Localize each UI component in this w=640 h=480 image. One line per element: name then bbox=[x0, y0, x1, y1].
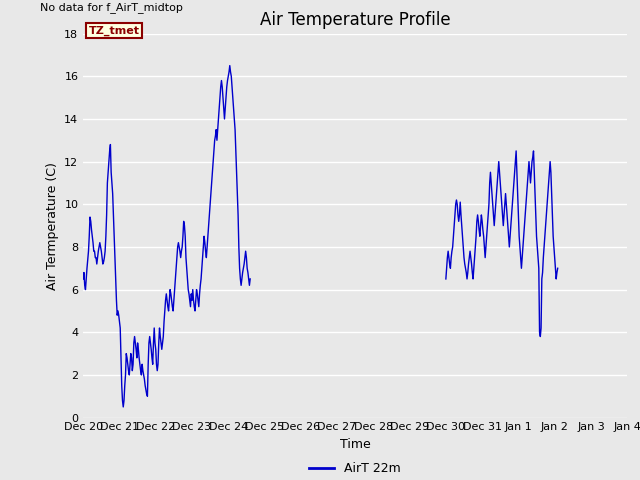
Text: TZ_tmet: TZ_tmet bbox=[88, 25, 140, 36]
Text: No data for f_AirT_midtop: No data for f_AirT_midtop bbox=[40, 2, 182, 13]
X-axis label: Time: Time bbox=[340, 438, 371, 451]
Legend: AirT 22m: AirT 22m bbox=[305, 457, 406, 480]
Y-axis label: Air Termperature (C): Air Termperature (C) bbox=[45, 162, 59, 289]
Title: Air Temperature Profile: Air Temperature Profile bbox=[260, 11, 451, 29]
